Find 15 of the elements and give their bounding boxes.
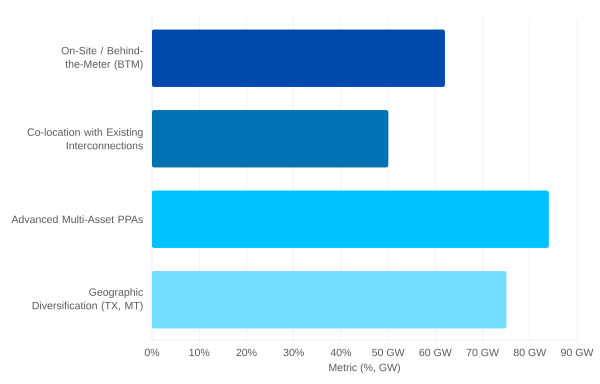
x-tick-label: 10% (189, 348, 210, 356)
x-tick-label: 50 GW (372, 348, 404, 356)
x-tick-label: 70 GW (466, 348, 499, 356)
x-tick-label: 80 GW (514, 348, 546, 356)
x-tick-label: 20% (236, 348, 257, 356)
y-tick-label: Advanced Multi-Asset PPAs (11, 215, 143, 224)
x-tick-label: 30% (284, 348, 304, 356)
y-tick-label: Geographic Diversification (TX, MT) (32, 288, 143, 312)
x-tick-label: 90 GW (561, 348, 594, 356)
x-tick-label: 0% (144, 348, 160, 356)
y-tick-label: On-Site / Behind-the-Meter (BTM) (62, 46, 143, 70)
y-tick-label: Co-location with Existing Interconnections (28, 128, 143, 150)
x-tick-label: 60 GW (419, 348, 452, 356)
x-tick-label: 40% (330, 348, 352, 356)
x-axis-title: Metric (%, GW) (329, 363, 400, 374)
